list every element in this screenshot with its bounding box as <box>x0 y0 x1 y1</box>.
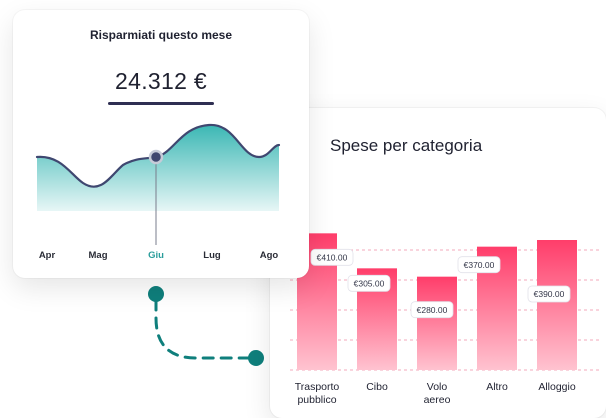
category-bar-chart: €410.00 €305.00 €280.00 €370.00 €390.00 Trasp… <box>290 233 602 406</box>
bar[interactable] <box>537 240 577 370</box>
x-tick-label: Volo aereo <box>424 381 451 406</box>
x-tick-label: Trasporto pubblico <box>295 381 340 406</box>
data-label: €410.00 <box>317 253 348 263</box>
x-tick-label: Apr <box>39 250 56 261</box>
category-title: Spese per categoria <box>330 136 483 155</box>
savings-marker-point[interactable] <box>148 149 164 165</box>
data-label: €390.00 <box>534 289 565 299</box>
data-label: €280.00 <box>417 305 448 315</box>
data-label-bg <box>457 256 501 274</box>
savings-area-chart: Apr Mag Giu Lug Ago <box>35 123 281 261</box>
x-tick-label: Lug <box>203 250 221 261</box>
x-tick-label: Mag <box>89 250 108 261</box>
data-label-bg <box>527 285 571 303</box>
category-card: €410.00 €305.00 €280.00 €370.00 €390.00 Trasp… <box>270 108 606 418</box>
bar[interactable] <box>417 276 457 370</box>
x-tick-label: Alloggio <box>538 381 576 393</box>
x-tick-label: Ago <box>260 250 279 261</box>
savings-title: Risparmiati questo mese <box>89 28 233 42</box>
savings-card: Risparmiati questo mese 24.312 € Apr Mag G… <box>13 10 309 278</box>
x-tick-label: Altro <box>486 381 508 393</box>
data-label-bg <box>410 301 454 319</box>
connector-end-dot <box>248 350 264 366</box>
connector-start-dot <box>148 286 164 302</box>
data-label-bg <box>310 248 354 266</box>
savings-amount: 24.312 € <box>115 68 207 94</box>
savings-underline <box>108 102 214 105</box>
data-label-bg <box>347 274 391 292</box>
x-tick-label: Cibo <box>366 381 388 393</box>
data-label: €305.00 <box>354 279 385 289</box>
data-label: €370.00 <box>464 260 495 270</box>
savings-area <box>37 124 279 211</box>
x-tick-label: Giu <box>148 250 164 261</box>
